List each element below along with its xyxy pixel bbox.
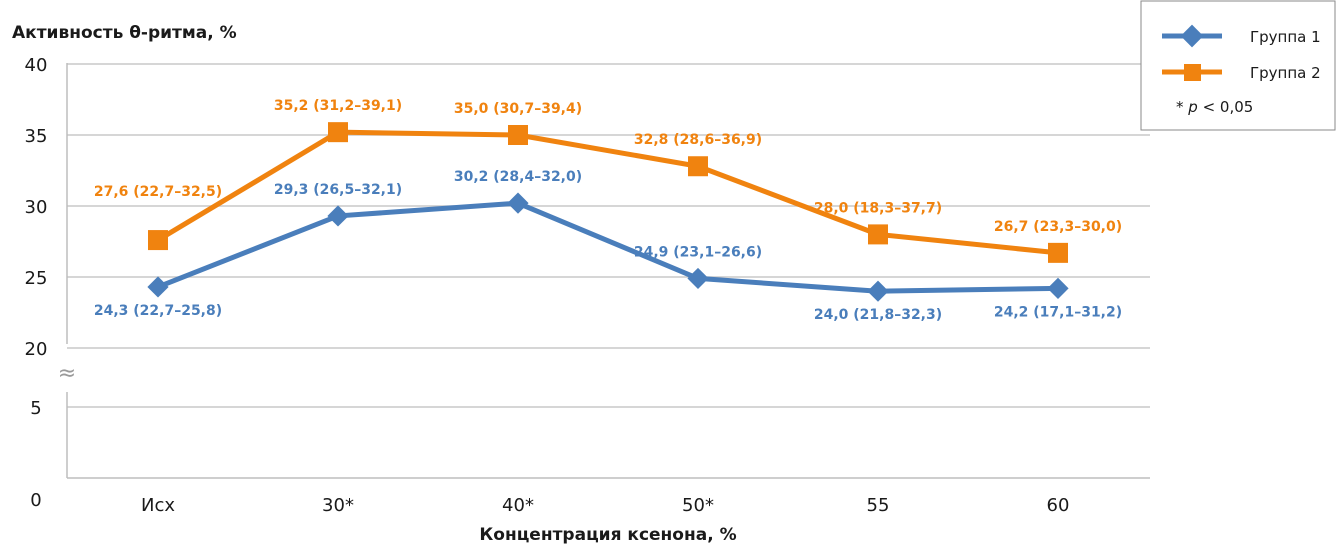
y-tick-label: 5 xyxy=(30,398,41,419)
data-labels: 27,6 (22,7–32,5) 35,2 (31,2–39,1) 35,0 (30… xyxy=(94,98,1122,323)
y-tick-label: 25 xyxy=(25,268,48,289)
data-label-series-2: 35,2 (31,2–39,1) xyxy=(274,98,402,114)
x-tick-label: 40* xyxy=(502,495,534,516)
data-label-series-2: 26,7 (23,3–30,0) xyxy=(994,219,1122,235)
axis-break-symbol: ≈ xyxy=(58,361,76,386)
data-point-series-1 xyxy=(687,267,709,290)
x-tick-label: 60 xyxy=(1047,495,1070,516)
y-tick-label: 0 xyxy=(30,490,41,511)
series-line-2 xyxy=(156,129,1059,256)
data-label-series-2: 27,6 (22,7–32,5) xyxy=(94,184,222,200)
y-tick-label: 20 xyxy=(25,339,48,360)
y-tick-label: 40 xyxy=(25,55,48,76)
x-axis-title: Концентрация ксенона, % xyxy=(479,525,736,545)
axes: ≈ xyxy=(58,63,1150,479)
series-group xyxy=(147,122,1069,302)
data-label-series-2: 28,0 (18,3–37,7) xyxy=(814,200,942,216)
legend: Группа 1 Группа 2 * p < 0,05 xyxy=(1140,0,1336,131)
legend-label-series-1: Группа 1 xyxy=(1250,28,1321,46)
y-tick-labels: 0 5 20 25 30 35 40 xyxy=(25,55,48,511)
data-point-series-1 xyxy=(867,280,889,302)
data-label-series-1: 24,0 (21,8–32,3) xyxy=(814,307,942,323)
data-label-series-1: 24,9 (23,1–26,6) xyxy=(634,244,762,260)
x-tick-labels: Исх 30* 40* 50* 55 60 xyxy=(141,495,1069,516)
data-point-series-2 xyxy=(1048,242,1068,263)
data-point-series-1 xyxy=(327,205,349,227)
series-line-1 xyxy=(157,200,1059,294)
x-tick-label: 55 xyxy=(867,495,890,516)
legend-significance-note: * p < 0,05 xyxy=(1176,98,1253,116)
legend-marker-series-2 xyxy=(1184,64,1201,81)
data-point-series-2 xyxy=(868,224,888,245)
y-tick-label: 30 xyxy=(25,197,48,218)
data-point-series-1 xyxy=(147,276,169,298)
data-point-series-1 xyxy=(507,192,529,214)
legend-box xyxy=(1140,0,1336,131)
data-label-series-2: 32,8 (28,6–36,9) xyxy=(634,132,762,148)
y-axis-title: Активность θ-ритма, % xyxy=(12,23,237,43)
data-label-series-1: 24,3 (22,7–25,8) xyxy=(94,303,222,319)
y-tick-label: 35 xyxy=(25,126,48,147)
data-label-series-1: 30,2 (28,4–32,0) xyxy=(454,169,582,185)
data-point-series-2 xyxy=(328,122,348,143)
legend-label-series-2: Группа 2 xyxy=(1250,64,1321,82)
data-label-series-1: 29,3 (26,5–32,1) xyxy=(274,182,402,198)
x-tick-label: 50* xyxy=(682,495,714,516)
grid-lines xyxy=(67,63,1150,408)
data-label-series-2: 35,0 (30,7–39,4) xyxy=(454,101,582,117)
data-point-series-2 xyxy=(148,230,168,251)
data-point-series-2 xyxy=(508,125,528,145)
data-point-series-2 xyxy=(688,156,708,177)
data-point-series-1 xyxy=(1047,277,1069,299)
x-tick-label: 30* xyxy=(322,495,354,516)
data-label-series-1: 24,2 (17,1–31,2) xyxy=(994,304,1122,320)
x-tick-label: Исх xyxy=(141,495,175,516)
